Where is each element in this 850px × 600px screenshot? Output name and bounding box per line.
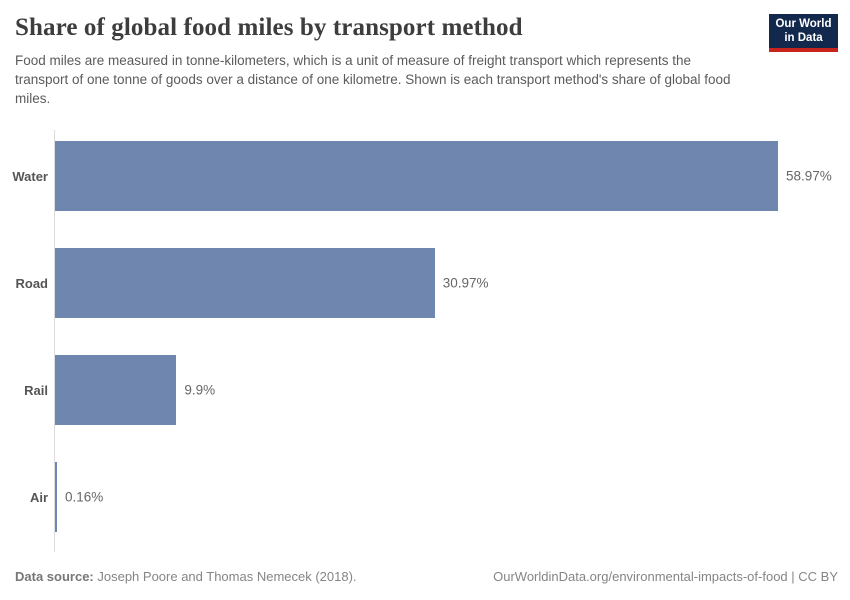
bar-track: 9.9% bbox=[55, 355, 778, 425]
category-label: Air bbox=[29, 489, 48, 505]
bar-rows: Water 58.97% Road 30.97% Rail 9.9% Air 0.16% bbox=[0, 141, 850, 532]
bar bbox=[55, 462, 57, 532]
bar-row-road: Road 30.97% bbox=[0, 248, 850, 318]
category-label: Water bbox=[12, 168, 48, 184]
chart-footer: Data source: Joseph Poore and Thomas Nem… bbox=[15, 569, 838, 584]
data-source-note: Data source: Joseph Poore and Thomas Nem… bbox=[15, 569, 357, 584]
value-label: 0.16% bbox=[64, 489, 104, 505]
owid-logo[interactable]: Our World in Data bbox=[769, 14, 838, 52]
value-label: 58.97% bbox=[786, 168, 832, 184]
bar-row-air: Air 0.16% bbox=[0, 462, 850, 532]
bar-chart: Water 58.97% Road 30.97% Rail 9.9% Air 0.16% bbox=[0, 130, 850, 552]
bar-row-rail: Rail 9.9% bbox=[0, 355, 850, 425]
bar-track: 0.16% bbox=[55, 462, 778, 532]
chart-title: Share of global food miles by transport … bbox=[15, 14, 523, 41]
chart-header: Share of global food miles by transport … bbox=[15, 14, 838, 108]
owid-logo-line2: in Data bbox=[784, 31, 823, 44]
value-label: 9.9% bbox=[184, 382, 216, 398]
category-label: Rail bbox=[24, 382, 48, 398]
data-source-label: Data source: bbox=[15, 569, 94, 584]
owid-logo-line1: Our World bbox=[775, 18, 832, 30]
chart-subtitle: Food miles are measured in tonne-kilomet… bbox=[15, 53, 731, 106]
category-label: Road bbox=[15, 275, 49, 291]
value-label: 30.97% bbox=[442, 275, 489, 291]
bar-row-water: Water 58.97% bbox=[0, 141, 850, 211]
bar bbox=[55, 248, 435, 318]
data-source-text: Joseph Poore and Thomas Nemecek (2018). bbox=[93, 569, 357, 584]
owid-url-link[interactable]: OurWorldinData.org/environmental-impacts… bbox=[493, 569, 838, 584]
bar bbox=[55, 355, 177, 425]
y-axis-line bbox=[54, 130, 55, 552]
bar-track: 30.97% bbox=[55, 248, 778, 318]
bar-track: 58.97% bbox=[55, 141, 832, 211]
bar bbox=[55, 141, 778, 211]
